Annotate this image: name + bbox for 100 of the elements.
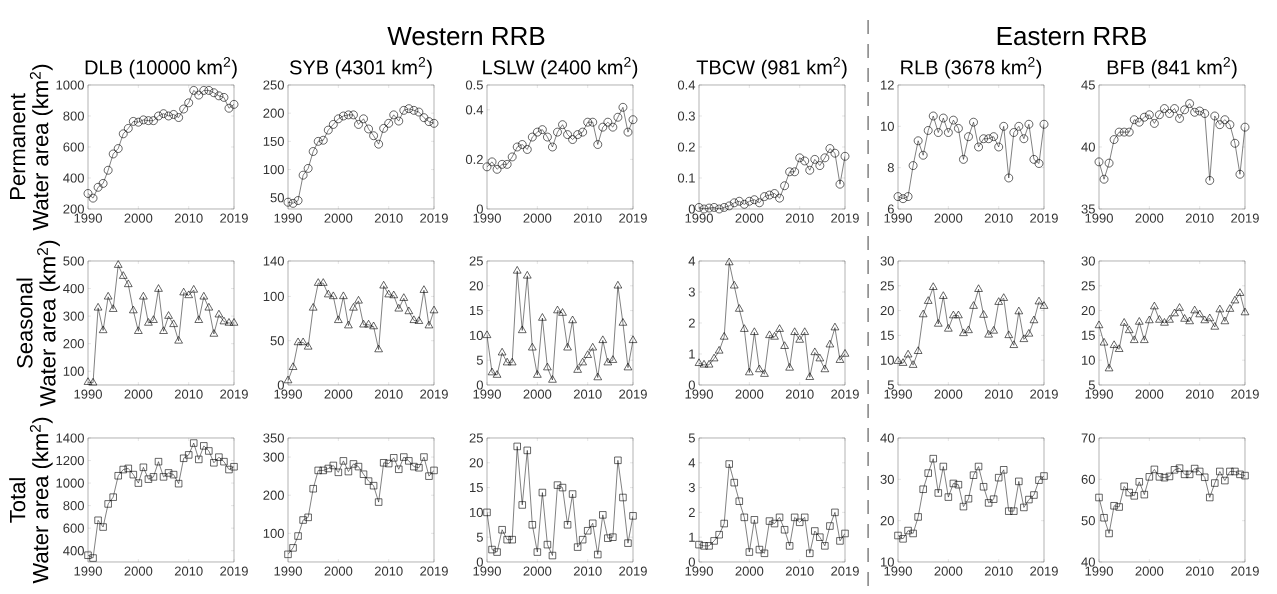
point <box>124 279 133 287</box>
y-tick-label: 500 <box>63 256 84 266</box>
point <box>1160 474 1169 482</box>
y-tick-label: 200 <box>263 108 284 118</box>
point <box>1040 472 1048 480</box>
point <box>898 194 908 203</box>
y-tick-label: 400 <box>63 283 84 294</box>
x-tick-label: 2019 <box>220 566 248 576</box>
point <box>816 533 824 541</box>
point <box>806 549 814 557</box>
point <box>1170 308 1179 317</box>
point <box>154 458 163 466</box>
point <box>933 128 943 137</box>
point <box>694 203 704 212</box>
point <box>497 160 507 169</box>
point <box>730 479 738 487</box>
x-tick-label: 2019 <box>420 389 448 399</box>
point <box>385 459 393 468</box>
point <box>113 144 123 153</box>
point <box>523 446 531 454</box>
point <box>318 135 328 145</box>
x-tick-label: 2000 <box>324 566 353 576</box>
y-tick-label: 50 <box>1081 516 1095 526</box>
point <box>1226 467 1234 476</box>
point <box>553 305 562 314</box>
point <box>1210 111 1220 121</box>
point <box>389 290 398 299</box>
y-tick-label: 0.3 <box>677 111 695 121</box>
x-tick-label: 1990 <box>74 566 102 576</box>
point <box>594 550 602 559</box>
point <box>908 360 918 368</box>
point <box>924 296 933 304</box>
y-tick-label: 15 <box>470 483 483 493</box>
y-tick-label: 3 <box>688 287 695 297</box>
point <box>329 291 338 299</box>
y-tick-label: 600 <box>63 142 84 152</box>
point <box>189 86 199 95</box>
point <box>765 190 774 200</box>
point <box>623 362 633 371</box>
point <box>928 111 938 121</box>
point <box>765 517 774 525</box>
y-tick-label: 5 <box>476 355 483 365</box>
x-tick-label: 1990 <box>473 389 501 399</box>
point <box>429 305 439 314</box>
point <box>1100 514 1108 522</box>
point <box>184 290 193 298</box>
point <box>94 516 102 524</box>
point <box>1015 477 1023 485</box>
point <box>974 462 983 471</box>
point <box>88 377 98 386</box>
point <box>1119 318 1129 326</box>
point <box>1195 309 1204 318</box>
point <box>558 120 567 129</box>
point <box>704 203 714 213</box>
point <box>344 320 353 329</box>
point <box>791 513 799 521</box>
point <box>989 326 998 334</box>
point <box>613 280 623 289</box>
y-tick-label: 15 <box>881 330 894 340</box>
y-tick-label: 4 <box>688 256 696 266</box>
y-tick-label: 25 <box>469 256 483 266</box>
y-tick-label: 100 <box>263 528 284 538</box>
point <box>755 198 764 208</box>
point <box>1115 503 1123 511</box>
point <box>528 521 536 529</box>
point <box>364 319 373 328</box>
point <box>770 519 779 528</box>
point <box>548 551 557 560</box>
y-tick-label: 600 <box>63 523 84 533</box>
point <box>1004 173 1014 183</box>
point <box>394 304 403 312</box>
point <box>618 103 628 112</box>
point <box>923 126 933 135</box>
point <box>984 134 993 144</box>
point <box>319 466 327 475</box>
point <box>714 204 724 214</box>
y-tick-label: 250 <box>263 80 284 90</box>
point <box>1200 109 1210 118</box>
point <box>725 460 733 468</box>
point <box>914 513 922 521</box>
point <box>230 463 238 471</box>
x-tick-label: 2019 <box>831 389 859 399</box>
y-axis-title: Seasonal Water area (km$^{2}$) <box>16 240 60 407</box>
x-tick-label: 2000 <box>124 389 153 399</box>
point <box>720 519 728 528</box>
point <box>1190 305 1199 314</box>
point <box>1206 493 1214 502</box>
point <box>893 356 903 364</box>
point <box>144 116 153 125</box>
point <box>319 278 328 286</box>
point <box>574 543 582 551</box>
point <box>999 293 1008 301</box>
point <box>760 549 769 557</box>
point <box>405 457 413 465</box>
point <box>1105 529 1113 538</box>
point <box>492 370 502 378</box>
x-tick-label: 2010 <box>573 389 602 399</box>
point <box>830 322 840 331</box>
x-tick-label: 2019 <box>1030 566 1058 576</box>
point <box>801 513 809 521</box>
